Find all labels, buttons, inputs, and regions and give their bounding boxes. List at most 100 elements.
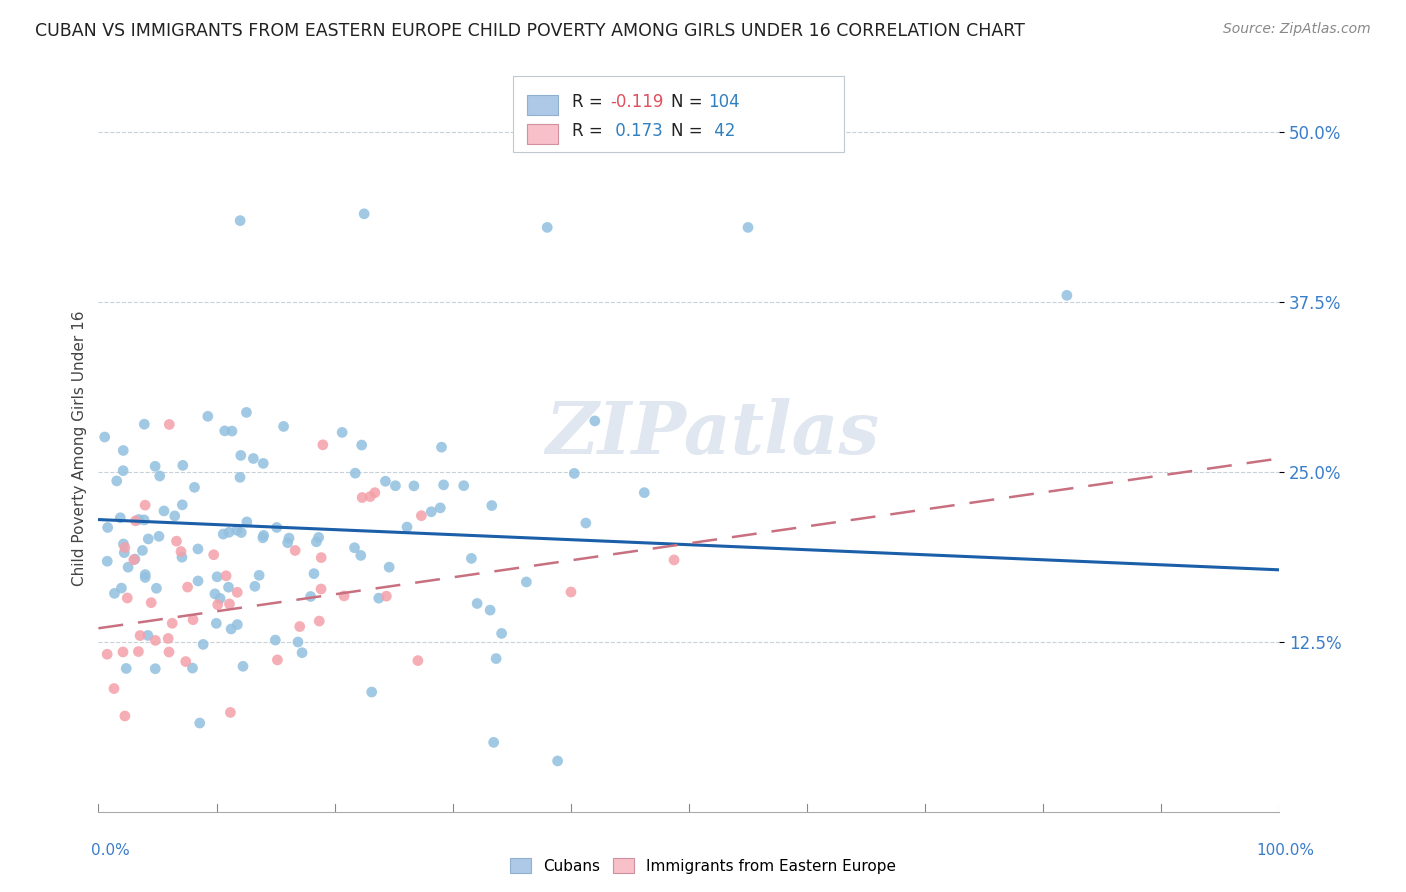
Point	[429, 500, 451, 515]
Text: 0.0%: 0.0%	[91, 843, 131, 858]
Point	[247, 568, 270, 582]
Point	[170, 544, 193, 558]
Point	[252, 531, 274, 545]
Point	[309, 550, 332, 565]
Point	[491, 626, 513, 640]
Point	[209, 591, 232, 606]
Point	[411, 508, 433, 523]
Point	[145, 633, 167, 648]
Point	[312, 438, 335, 452]
Point	[143, 662, 166, 676]
Text: CUBAN VS IMMIGRANTS FROM EASTERN EUROPE CHILD POVERTY AMONG GIRLS UNDER 16 CORRE: CUBAN VS IMMIGRANTS FROM EASTERN EUROPE …	[35, 22, 1025, 40]
Point	[187, 541, 209, 556]
Point	[110, 510, 132, 524]
Point	[278, 531, 301, 545]
Point	[560, 585, 582, 599]
Point	[157, 417, 180, 432]
Legend: Cubans, Immigrants from Eastern Europe: Cubans, Immigrants from Eastern Europe	[503, 852, 903, 880]
Point	[460, 551, 482, 566]
Text: R =: R =	[572, 94, 609, 112]
Point	[110, 581, 132, 595]
Point	[134, 498, 156, 512]
Point	[148, 529, 170, 543]
Point	[112, 464, 135, 478]
Point	[117, 560, 139, 574]
Point	[302, 566, 325, 581]
Point	[384, 479, 406, 493]
Point	[205, 616, 228, 631]
Point	[219, 622, 242, 636]
Point	[105, 474, 128, 488]
Point	[252, 456, 274, 470]
Point	[253, 528, 276, 542]
Text: -0.119: -0.119	[610, 94, 664, 112]
Point	[226, 585, 249, 599]
Point	[359, 490, 381, 504]
Point	[127, 644, 149, 658]
Point	[374, 474, 396, 488]
Point	[375, 589, 398, 603]
Point	[170, 550, 193, 565]
Point	[163, 508, 186, 523]
Point	[128, 512, 150, 526]
Point	[633, 485, 655, 500]
Point	[430, 440, 453, 454]
Point	[266, 653, 288, 667]
Y-axis label: Child Poverty Among Girls Under 16: Child Poverty Among Girls Under 16	[72, 310, 87, 586]
Point	[145, 581, 167, 595]
Point	[353, 207, 375, 221]
Point	[231, 525, 253, 540]
Point	[141, 596, 163, 610]
Point	[103, 586, 125, 600]
Point	[204, 587, 226, 601]
Point	[536, 220, 558, 235]
Point	[308, 614, 330, 628]
Point	[309, 582, 332, 596]
Point	[183, 480, 205, 494]
Point	[308, 530, 330, 544]
Point	[305, 534, 328, 549]
Point	[181, 661, 204, 675]
Point	[350, 438, 373, 452]
Point	[352, 491, 374, 505]
Point	[136, 628, 159, 642]
Point	[122, 553, 145, 567]
Point	[232, 659, 254, 673]
Point	[93, 430, 115, 444]
Point	[202, 548, 225, 562]
Point	[188, 716, 211, 731]
Point	[115, 661, 138, 675]
Point	[134, 567, 156, 582]
Point	[333, 589, 356, 603]
Point	[479, 603, 502, 617]
Point	[284, 543, 307, 558]
Point	[207, 598, 229, 612]
Text: ZIPatlas: ZIPatlas	[546, 398, 880, 469]
Point	[157, 632, 180, 646]
Point	[212, 527, 235, 541]
Point	[97, 520, 120, 534]
Point	[214, 424, 236, 438]
Point	[197, 409, 219, 424]
Point	[481, 499, 503, 513]
Point	[221, 424, 243, 438]
Point	[575, 516, 598, 530]
Text: 42: 42	[709, 122, 735, 140]
Point	[378, 560, 401, 574]
Point	[266, 520, 288, 534]
Point	[205, 570, 228, 584]
Point	[562, 467, 585, 481]
Point	[149, 469, 172, 483]
Point	[343, 541, 366, 555]
Text: 0.173: 0.173	[610, 122, 664, 140]
Text: R =: R =	[572, 122, 609, 140]
Point	[134, 513, 156, 527]
Point	[191, 637, 214, 651]
Point	[583, 414, 606, 428]
Point	[229, 449, 252, 463]
Point	[226, 617, 249, 632]
Point	[360, 685, 382, 699]
Point	[114, 709, 136, 723]
Point	[1056, 288, 1078, 302]
Point	[350, 549, 373, 563]
